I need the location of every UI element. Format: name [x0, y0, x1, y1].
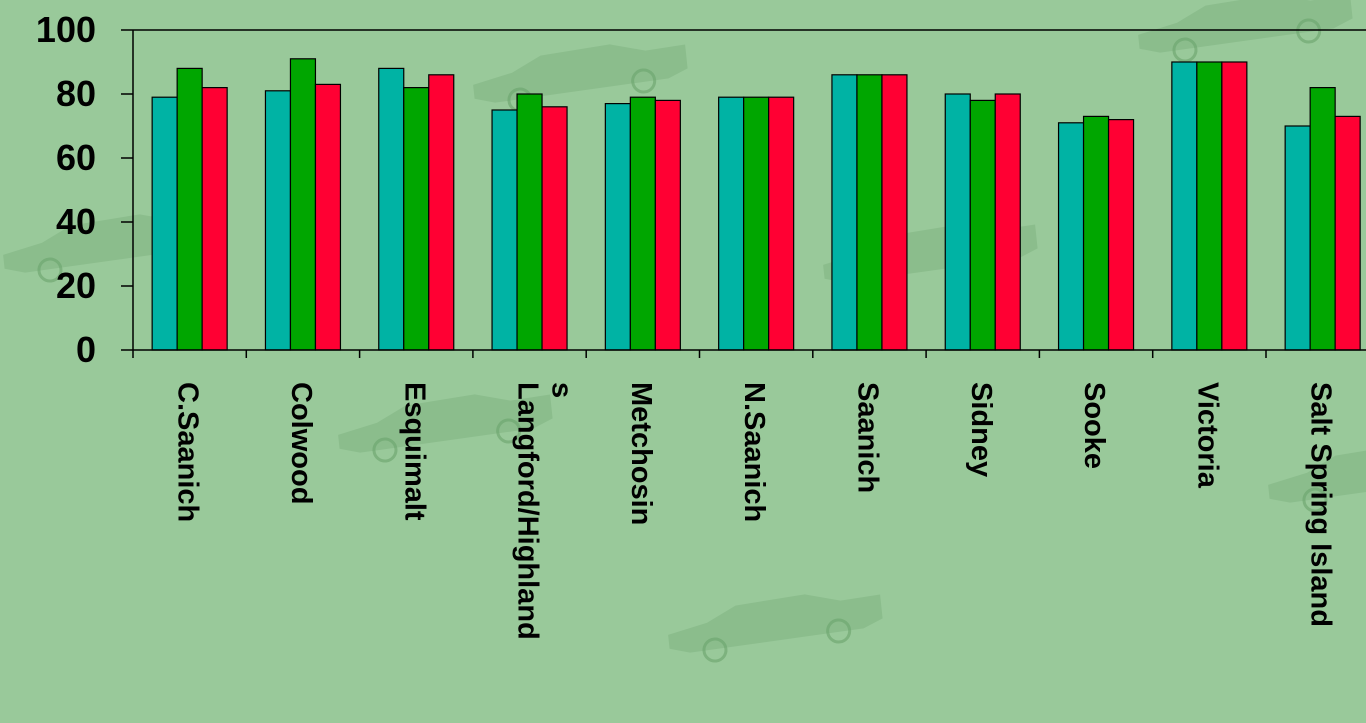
x-tick-label-line: C.Saanich [172, 382, 204, 522]
car-watermark-wheel [496, 418, 522, 444]
x-tick-label: Victoria [1191, 382, 1223, 489]
bar [403, 86, 430, 351]
x-axis: C.Saanich Colwood Esquimalt Langford/Highla… [132, 349, 1366, 640]
car-watermark-body [338, 394, 553, 453]
x-tick-label: N.Saanich [738, 382, 770, 522]
car-watermark-wheel [826, 618, 852, 644]
bar [378, 67, 405, 351]
x-tick-label-line: Metchosin [625, 382, 657, 525]
bar [491, 109, 518, 351]
bar [1221, 61, 1248, 351]
car-watermark-wheel [702, 637, 728, 663]
bars [151, 58, 1361, 351]
bar [718, 96, 745, 351]
x-tick-label: Sooke [1078, 382, 1110, 469]
bar [1309, 86, 1336, 351]
bar [768, 96, 795, 351]
x-tick-label-line: Sooke [1078, 382, 1110, 469]
bar [604, 102, 631, 351]
bar [1334, 115, 1361, 351]
car-watermark [1268, 444, 1366, 513]
x-tick-label-line: Langford/Highland [512, 382, 544, 640]
bar [1057, 122, 1085, 351]
bar [1284, 125, 1311, 351]
car-watermark [668, 594, 883, 663]
bar [881, 74, 908, 351]
bar [264, 90, 292, 351]
y-tick-label: 40 [56, 201, 96, 242]
bar [994, 93, 1021, 351]
bar [541, 106, 568, 351]
car-watermark-wheel [1302, 487, 1328, 513]
car-watermark-body [473, 44, 688, 103]
x-tick-label: Esquimalt [398, 382, 430, 521]
car-watermark-body [668, 594, 883, 653]
x-tick-label: Langford/Highland s [512, 382, 578, 640]
x-tick-label-line: Salt Spring Island [1305, 382, 1337, 627]
car-watermark [1138, 0, 1353, 63]
bar [289, 58, 317, 351]
bar [151, 96, 178, 351]
x-tick-label-line: Sidney [965, 382, 997, 477]
x-tick-label: Salt Spring Island [1305, 382, 1337, 627]
car-watermark-wheel [631, 68, 657, 94]
x-tick-label-line: Esquimalt [398, 382, 430, 521]
x-tick-label: Sidney [965, 382, 997, 477]
car-watermark-wheel [37, 257, 63, 283]
x-tick-label-line: Victoria [1191, 382, 1223, 489]
bar [1082, 115, 1110, 351]
bar [654, 99, 681, 351]
car-watermark-body [1268, 444, 1366, 503]
car-watermark-body [1138, 0, 1353, 53]
bar [629, 96, 656, 351]
y-tick-label: 80 [56, 73, 96, 114]
x-tick-label: Colwood [285, 382, 317, 504]
x-tick-label: C.Saanich [172, 382, 204, 522]
x-tick-label: Metchosin [625, 382, 657, 525]
bar [1171, 61, 1198, 351]
bar [314, 83, 342, 351]
bar [516, 93, 543, 351]
bar [944, 93, 971, 351]
x-tick-label-line: s [546, 382, 578, 398]
x-tick-label: Saanich [851, 382, 883, 493]
car-watermark-wheel [1172, 37, 1198, 63]
bar [201, 86, 228, 351]
x-tick-label-line: Colwood [285, 382, 317, 504]
y-tick-label: 0 [76, 329, 96, 370]
bar [831, 74, 858, 351]
x-tick-label-line: Saanich [851, 382, 883, 493]
bar [1196, 61, 1223, 351]
y-tick-label: 60 [56, 137, 96, 178]
bar [176, 67, 203, 351]
bar [743, 96, 770, 351]
y-axis: 0 20 40 60 80 100 [36, 9, 1366, 370]
bar [1107, 118, 1135, 351]
car-watermark [338, 394, 553, 463]
bar [856, 74, 883, 351]
y-tick-label: 100 [36, 9, 96, 50]
car-watermark-wheel [372, 437, 398, 463]
bar [969, 99, 996, 351]
bar [428, 74, 455, 351]
x-tick-label-line: N.Saanich [738, 382, 770, 522]
y-tick-label: 20 [56, 265, 96, 306]
